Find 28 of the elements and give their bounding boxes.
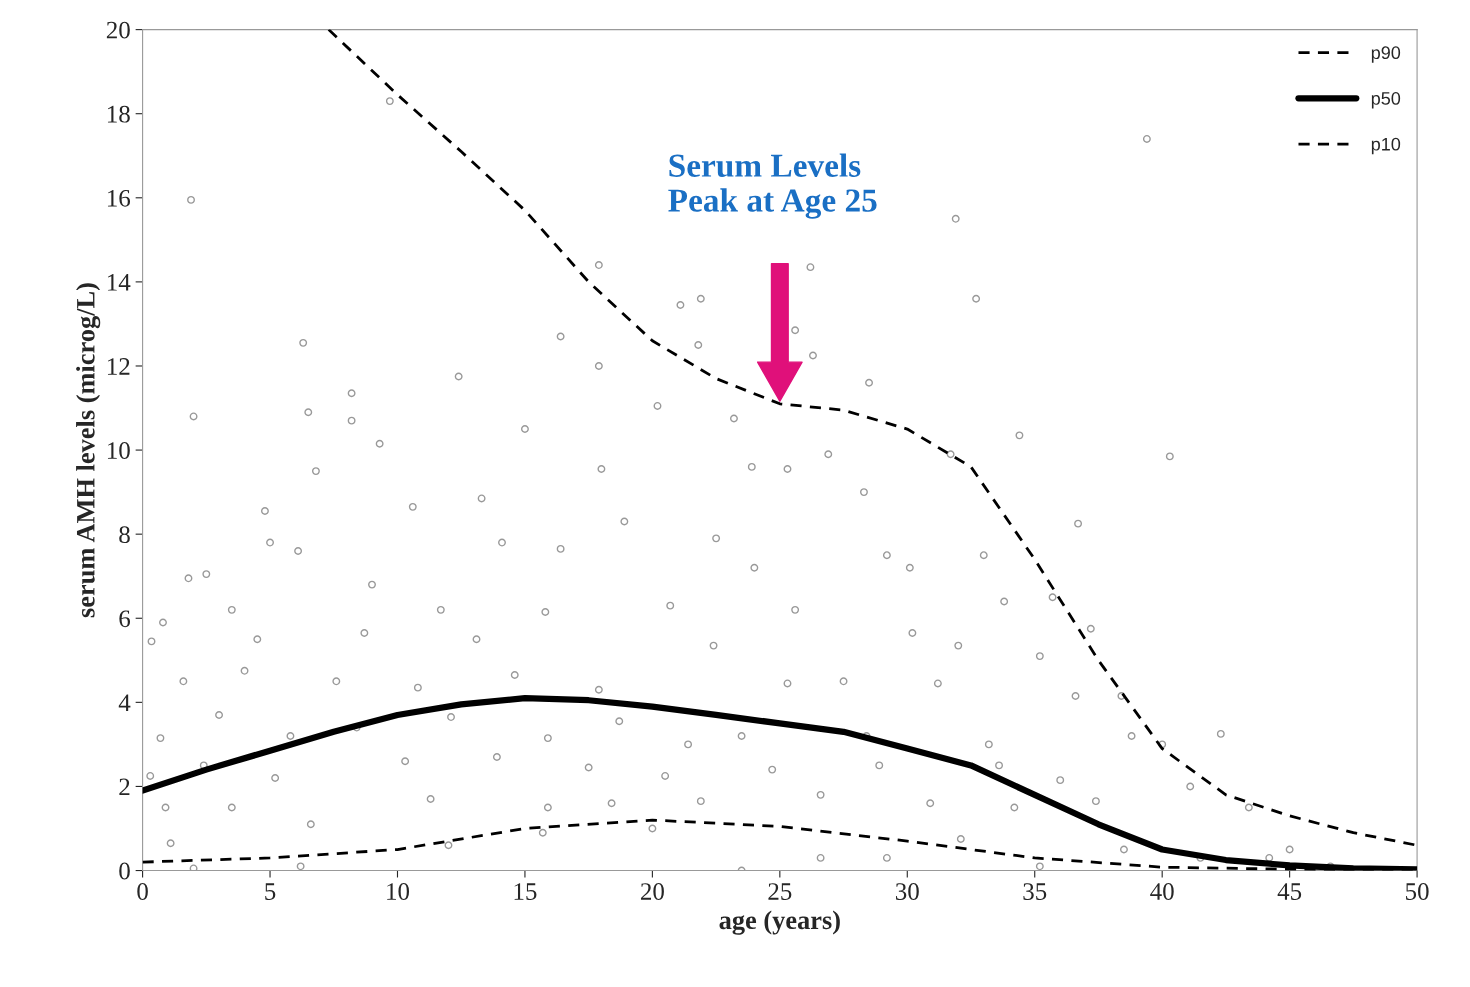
x-tick-label: 50 — [1406, 883, 1429, 900]
annotation: Serum Levels Peak at Age 25 — [668, 153, 877, 219]
x-tick-label: 45 — [1277, 883, 1302, 900]
x-tick-label: 40 — [1150, 883, 1174, 900]
y-tick-label: 10 — [107, 442, 130, 459]
x-tick-label: 25 — [768, 883, 792, 900]
y-tick-label: 4 — [118, 694, 131, 712]
legend-label: p10 — [1371, 137, 1401, 155]
y-tick-label: 18 — [107, 105, 130, 123]
y-tick-label: 20 — [106, 21, 130, 39]
x-tick-label: 5 — [265, 883, 276, 900]
x-tick-label: 15 — [514, 883, 537, 900]
y-tick-label: 12 — [107, 358, 130, 375]
legend-label: p50 — [1371, 92, 1401, 109]
x-tick-label: 20 — [640, 883, 664, 900]
x-tick-label: 30 — [895, 883, 919, 900]
y-tick-label: 14 — [107, 274, 131, 291]
y-tick-label: 6 — [119, 610, 131, 628]
x-axis-title: age (years) — [719, 910, 840, 935]
y-axis-title: serum AMH levels (microg/L) — [76, 283, 101, 618]
x-tick-label: 0 — [137, 883, 148, 900]
x-tick-label: 10 — [387, 883, 410, 900]
y-tick-label: 0 — [119, 862, 130, 880]
legend-label: p90 — [1371, 46, 1401, 63]
y-tick-label: 16 — [107, 189, 131, 207]
x-tick-label: 35 — [1023, 883, 1047, 900]
y-tick-label: 2 — [119, 778, 130, 796]
y-tick-label: 8 — [119, 526, 130, 544]
